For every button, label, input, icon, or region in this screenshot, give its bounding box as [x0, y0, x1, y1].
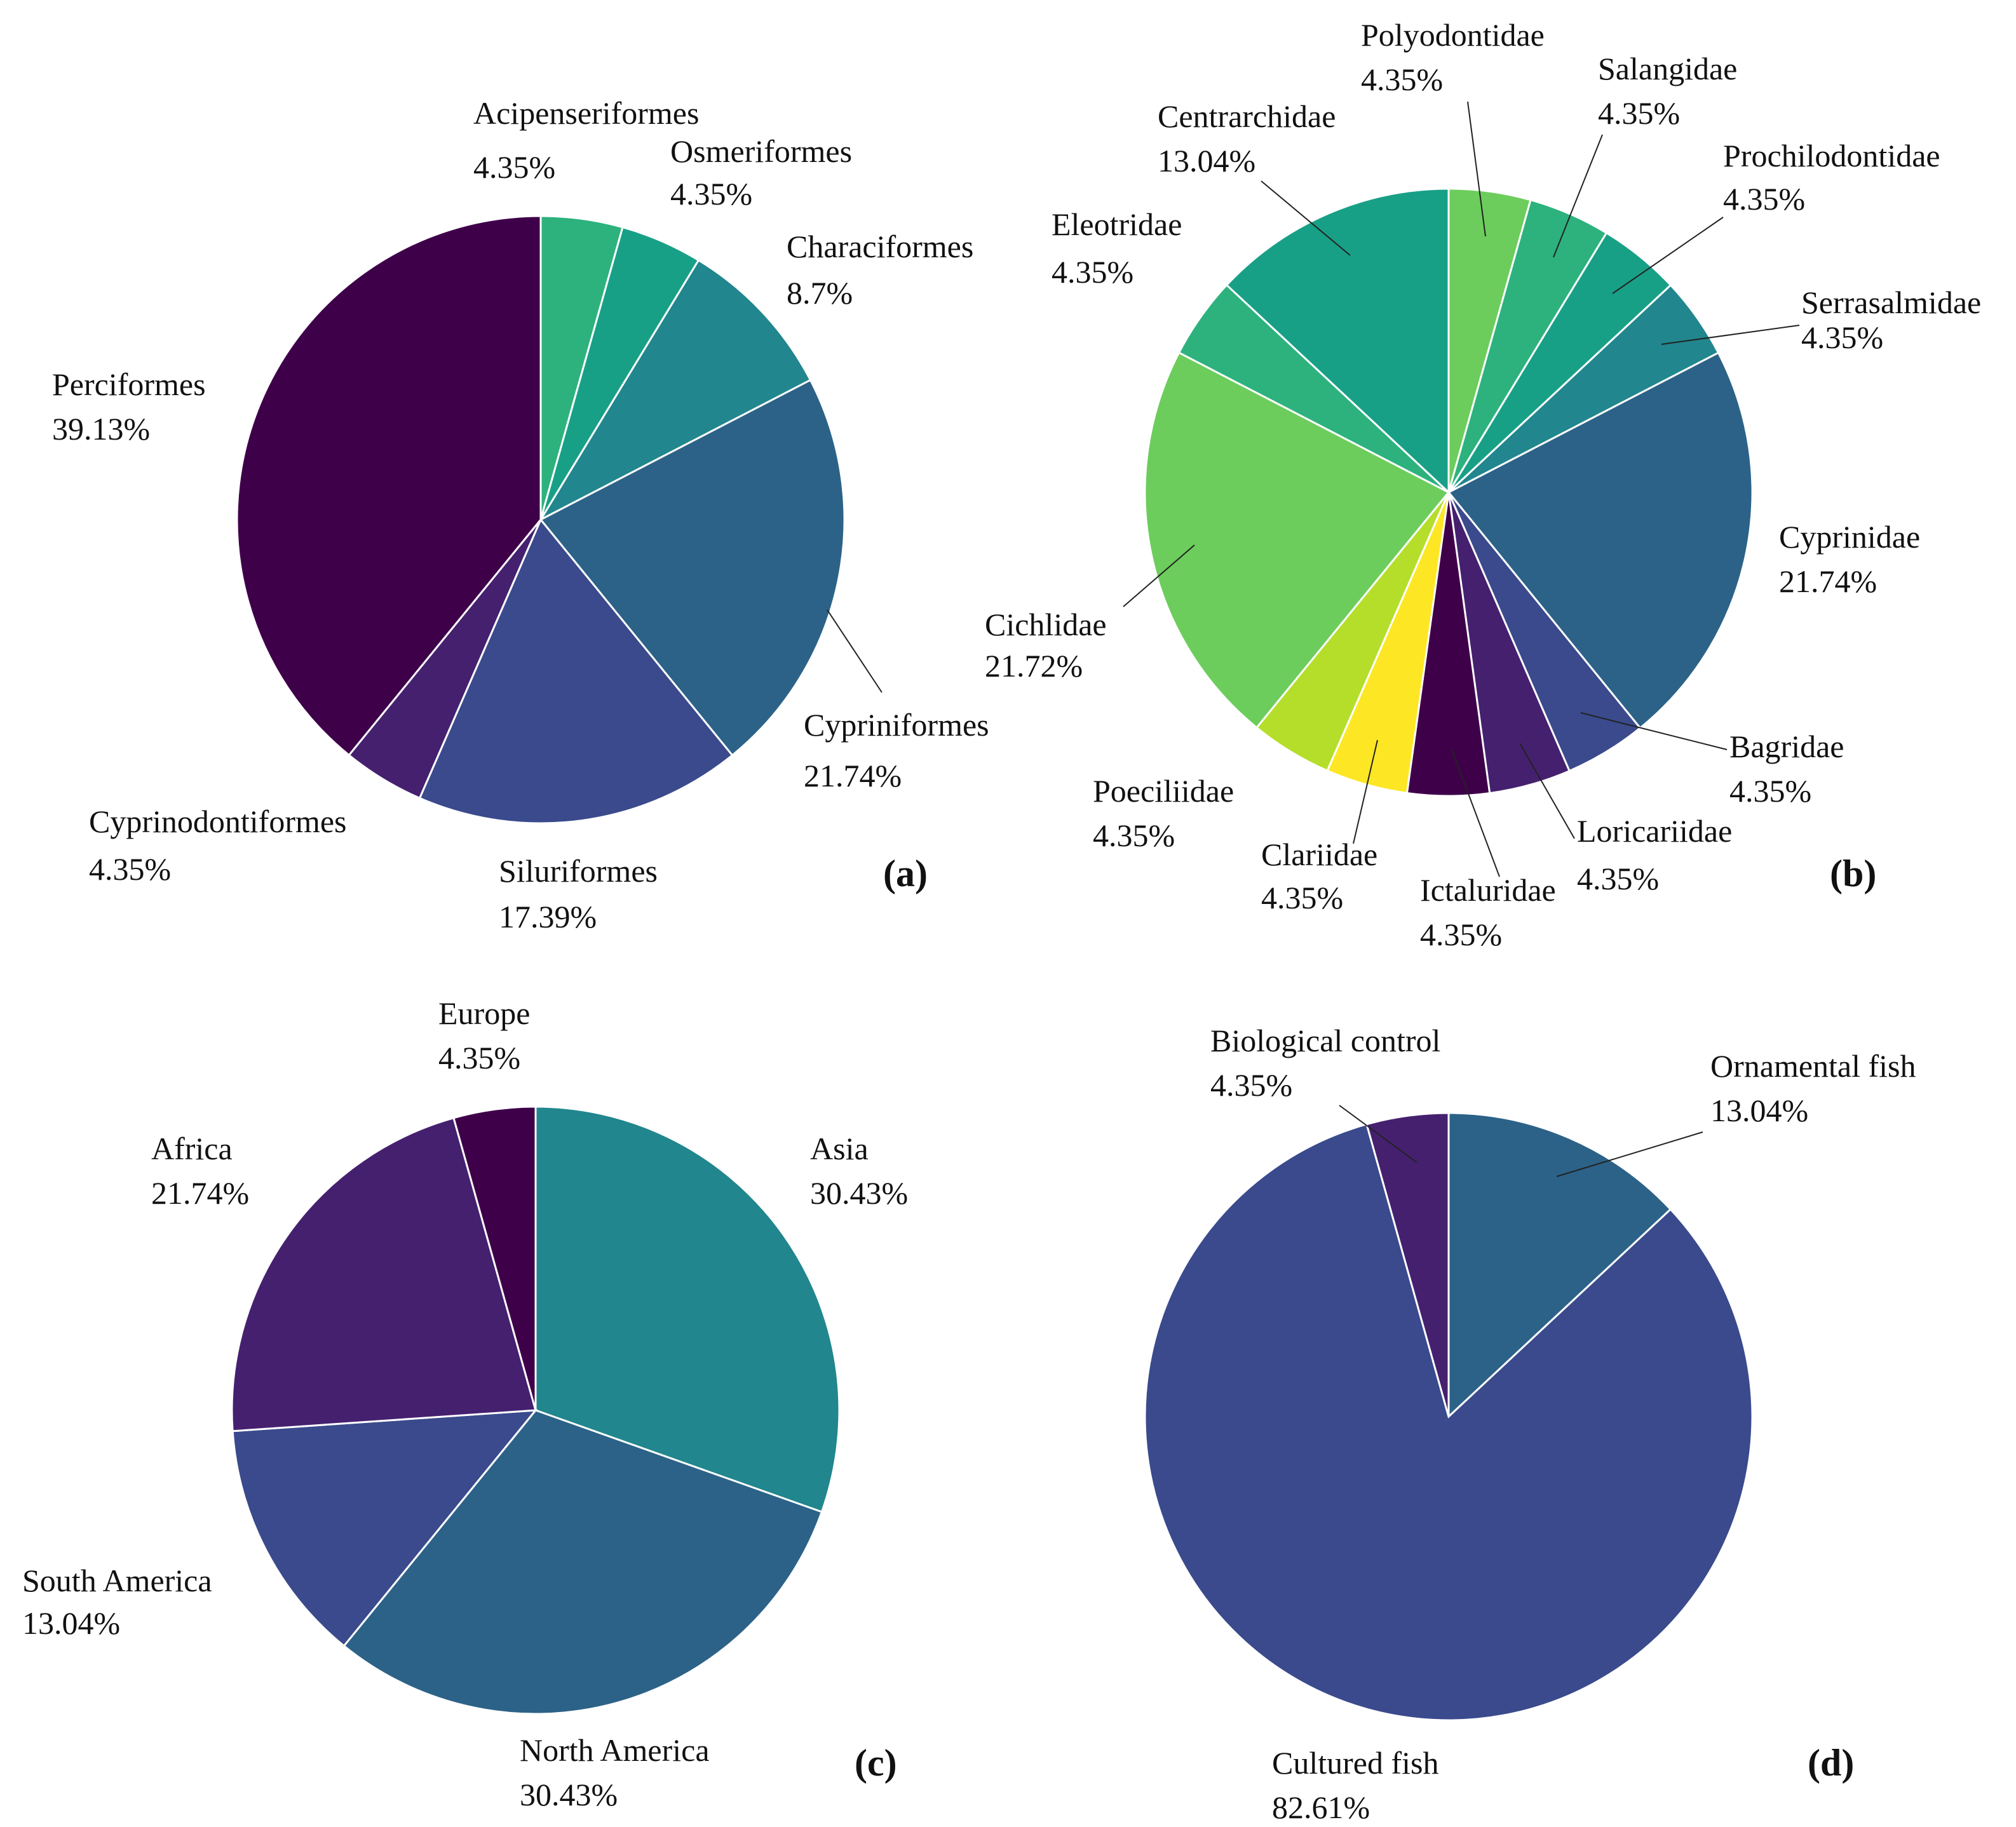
- slice-label-north-america: North America: [520, 1732, 710, 1768]
- slice-cichlidae: [1144, 351, 1451, 729]
- slice-label-cypriniformes: Cypriniformes: [804, 707, 989, 743]
- slice-asia: [534, 1105, 841, 1513]
- slice-value-salangidae: 4.35%: [1598, 95, 1680, 131]
- leader-line-prochilodontidae: [1612, 217, 1724, 294]
- leader-line-ornamental-fish: [1556, 1131, 1703, 1177]
- slice-value-perciformes: 39.13%: [52, 411, 150, 447]
- slice-value-osmeriformes: 4.35%: [670, 176, 752, 212]
- slice-value-ictaluridae: 4.35%: [1420, 917, 1502, 952]
- slice-label-salangidae: Salangidae: [1598, 51, 1737, 86]
- leader-line-biological-control: [1339, 1105, 1417, 1163]
- pie-chart-d: Ornamental fish 13.04% Cultured fish 82.61%…: [1144, 1023, 1916, 1825]
- leader-line-serrasalmidae: [1661, 325, 1800, 345]
- slice-label-polyodontidae: Polyodontidae: [1361, 17, 1545, 53]
- leader-line-centrarchidae: [1261, 180, 1351, 256]
- slice-europe: [452, 1105, 537, 1411]
- panel-label-d: (d): [1808, 1742, 1854, 1784]
- slice-label-perciformes: Perciformes: [52, 367, 206, 402]
- slice-label-eleotridae: Eleotridae: [1052, 206, 1182, 242]
- slice-value-africa: 21.74%: [151, 1175, 249, 1211]
- slice-value-clariidae: 4.35%: [1261, 880, 1343, 915]
- slice-value-ornamental-fish: 13.04%: [1710, 1093, 1808, 1128]
- slice-value-biological-control: 4.35%: [1210, 1067, 1292, 1103]
- slice-label-cyprinodontiformes: Cyprinodontiformes: [89, 804, 347, 839]
- slice-africa: [231, 1116, 537, 1433]
- slice-label-cyprinidae: Cyprinidae: [1779, 519, 1920, 555]
- slice-label-bagridae: Bagridae: [1729, 729, 1844, 764]
- slice-value-cyprinidae: 21.74%: [1779, 563, 1877, 599]
- slice-value-characiformes: 8.7%: [787, 275, 853, 311]
- slice-value-cyprinodontiformes: 4.35%: [89, 851, 171, 887]
- slice-label-centrarchidae: Centrarchidae: [1158, 98, 1336, 134]
- slice-south-america: [231, 1409, 538, 1647]
- slice-value-europe: 4.35%: [438, 1040, 520, 1075]
- slice-label-characiformes: Characiformes: [787, 229, 973, 264]
- slice-ornamental-fish: [1447, 1112, 1672, 1419]
- slice-label-south-america: South America: [22, 1563, 212, 1598]
- slice-value-cichlidae: 21.72%: [985, 648, 1083, 684]
- leader-line-cichlidae: [1123, 544, 1195, 607]
- slice-value-cultured-fish: 82.61%: [1272, 1790, 1370, 1825]
- slice-perciformes: [236, 215, 542, 757]
- slice-label-siluriformes: Siluriformes: [499, 853, 658, 889]
- slice-label-asia: Asia: [810, 1131, 869, 1166]
- slice-siluriformes: [418, 518, 734, 825]
- slice-label-biological-control: Biological control: [1210, 1023, 1440, 1058]
- slice-centrarchidae: [1225, 187, 1450, 495]
- leader-line-salangidae: [1553, 134, 1603, 258]
- slice-value-polyodontidae: 4.35%: [1361, 62, 1443, 97]
- panel-label-c: (c): [855, 1742, 897, 1784]
- leader-line-clariidae: [1353, 739, 1378, 844]
- slice-value-prochilodontidae: 4.35%: [1723, 181, 1805, 217]
- slice-label-ornamental-fish: Ornamental fish: [1710, 1048, 1916, 1084]
- slice-north-america: [342, 1409, 823, 1715]
- pie-chart-a: Acipenseriformes 4.35% Osmeriformes 4.35% Ch…: [52, 95, 989, 934]
- panel-label-b: (b): [1830, 853, 1876, 894]
- slice-value-poeciliidae: 4.35%: [1093, 818, 1175, 853]
- pie-chart-b: Polyodontidae 4.35% Salangidae 4.35% Prochil…: [985, 17, 1981, 952]
- slice-cultured-fish: [1144, 1122, 1754, 1722]
- slice-label-osmeriformes: Osmeriformes: [670, 133, 852, 169]
- slice-cypriniformes: [539, 379, 846, 757]
- leader-line-bagridae: [1580, 712, 1728, 750]
- slice-value-acipenseriformes: 4.35%: [473, 149, 555, 185]
- slice-value-asia: 30.43%: [810, 1175, 908, 1211]
- slice-characiformes: [538, 259, 812, 522]
- slice-label-africa: Africa: [151, 1131, 233, 1166]
- panel-label-a: (a): [883, 853, 928, 894]
- slice-value-south-america: 13.04%: [22, 1605, 120, 1641]
- slice-value-north-america: 30.43%: [520, 1777, 618, 1812]
- slice-label-ictaluridae: Ictaluridae: [1420, 872, 1556, 908]
- slice-label-clariidae: Clariidae: [1261, 837, 1377, 872]
- slice-biological-control: [1365, 1112, 1450, 1417]
- slice-label-loricariidae: Loricariidae: [1577, 813, 1732, 849]
- slice-value-bagridae: 4.35%: [1729, 773, 1811, 809]
- leader-line-polyodontidae: [1467, 101, 1486, 237]
- slice-label-europe: Europe: [438, 995, 530, 1031]
- slice-label-acipenseriformes: Acipenseriformes: [473, 95, 699, 131]
- slice-value-serrasalmidae: 4.35%: [1801, 320, 1883, 355]
- slice-label-serrasalmidae: Serrasalmidae: [1801, 285, 1981, 320]
- slice-value-siluriformes: 17.39%: [499, 899, 597, 934]
- leader-line-loricariidae: [1519, 743, 1575, 839]
- slice-value-eleotridae: 4.35%: [1052, 254, 1133, 290]
- slice-value-centrarchidae: 13.04%: [1158, 143, 1255, 179]
- leader-line-ictaluridae: [1451, 749, 1500, 877]
- slice-value-cypriniformes: 21.74%: [804, 758, 902, 793]
- slice-label-cichlidae: Cichlidae: [985, 607, 1107, 642]
- slice-label-prochilodontidae: Prochilodontidae: [1723, 138, 1940, 173]
- slice-cyprinidae: [1447, 351, 1754, 730]
- slice-value-loricariidae: 4.35%: [1577, 861, 1659, 896]
- slice-label-poeciliidae: Poeciliidae: [1093, 773, 1234, 809]
- leader-line-cypriniformes: [827, 609, 883, 693]
- pie-chart-c: Asia 30.43% North America 30.43% South Ameri…: [22, 995, 908, 1812]
- slice-label-cultured-fish: Cultured fish: [1272, 1745, 1438, 1781]
